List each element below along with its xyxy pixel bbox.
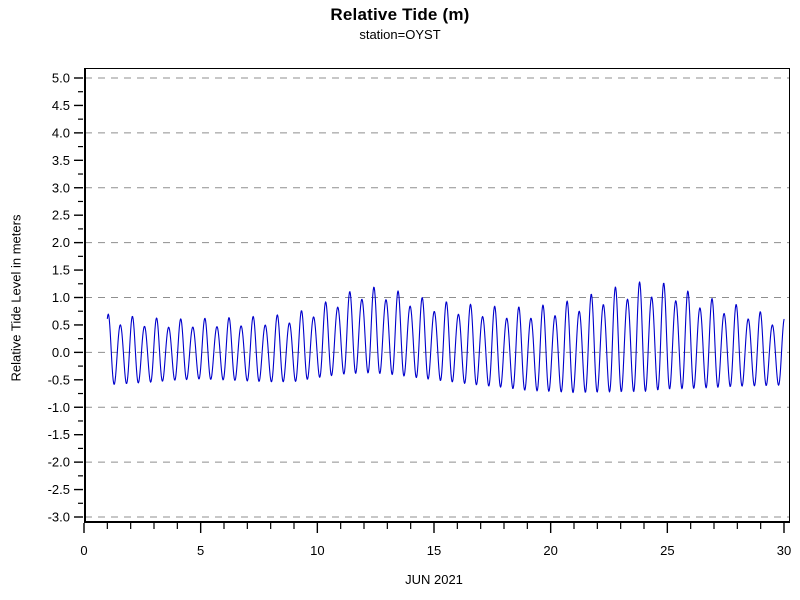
y-tick-label: -1.5 bbox=[48, 427, 70, 442]
chart-subtitle: station=OYST bbox=[359, 27, 441, 42]
y-tick-label: -3.0 bbox=[48, 510, 70, 525]
x-axis-ticks: 0 5 10 15 20 25 30 bbox=[80, 523, 791, 558]
y-tick-label: 2.0 bbox=[52, 235, 70, 250]
y-tick-label: -0.5 bbox=[48, 372, 70, 387]
y-tick-label: -1.0 bbox=[48, 400, 70, 415]
x-tick-label: 5 bbox=[197, 543, 204, 558]
tide-series-line bbox=[106, 281, 785, 394]
y-tick-label: 4.0 bbox=[52, 125, 70, 140]
y-tick-label: 5.0 bbox=[52, 71, 70, 86]
x-tick-label: 10 bbox=[310, 543, 324, 558]
y-tick-label: -2.5 bbox=[48, 482, 70, 497]
chart-title: Relative Tide (m) bbox=[330, 5, 470, 24]
x-tick-label: 0 bbox=[80, 543, 87, 558]
x-tick-label: 30 bbox=[777, 543, 791, 558]
y-gridlines bbox=[85, 77, 789, 518]
y-tick-label: 0.0 bbox=[52, 345, 70, 360]
y-tick-label: 2.5 bbox=[52, 208, 70, 223]
x-tick-label: 25 bbox=[660, 543, 674, 558]
x-tick-label: 20 bbox=[543, 543, 557, 558]
y-tick-label: -2.0 bbox=[48, 455, 70, 470]
x-tick-label: 15 bbox=[427, 543, 441, 558]
tide-series bbox=[106, 281, 785, 394]
y-tick-label: 0.5 bbox=[52, 317, 70, 332]
y-tick-label: 1.0 bbox=[52, 290, 70, 305]
plot-frame bbox=[84, 68, 790, 523]
x-axis-title: JUN 2021 bbox=[405, 572, 463, 587]
y-tick-label: 1.5 bbox=[52, 263, 70, 278]
y-axis-ticks: 5.0 4.5 4.0 3.5 3.0 2.5 2.0 1.5 1.0 0.5 0.0 -0.5 -1.… bbox=[48, 71, 83, 525]
y-tick-label: 3.0 bbox=[52, 180, 70, 195]
y-tick-label: 3.5 bbox=[52, 153, 70, 168]
y-tick-label: 4.5 bbox=[52, 98, 70, 113]
